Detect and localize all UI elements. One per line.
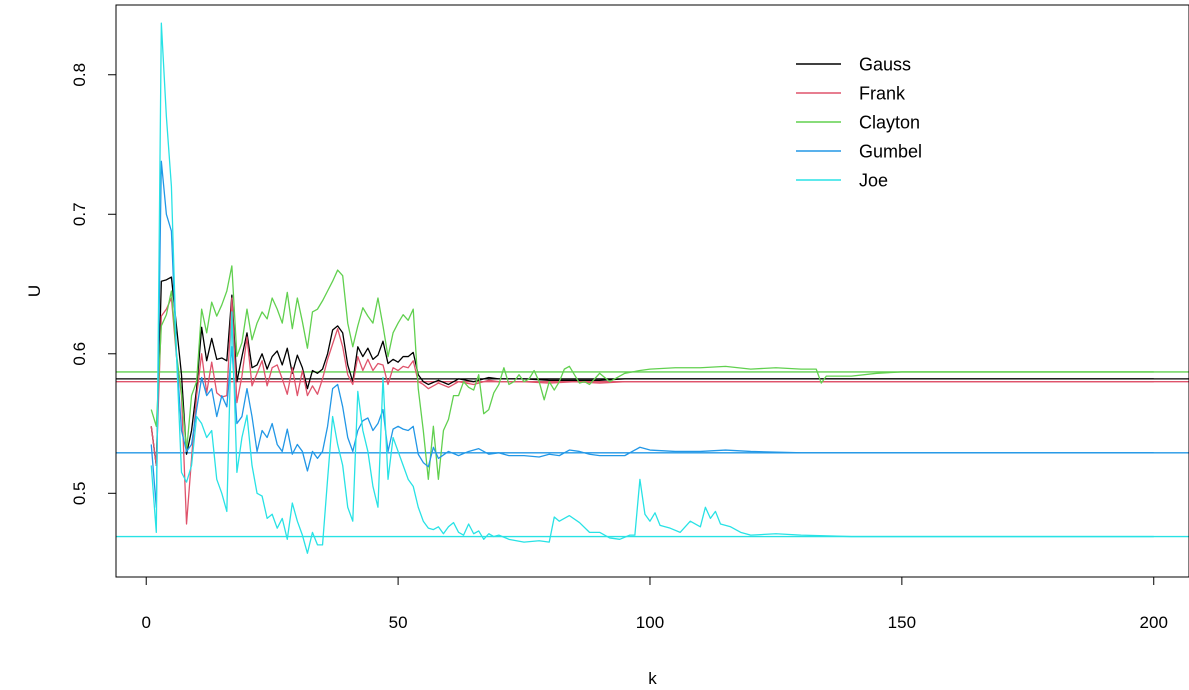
x-tick-label: 150: [888, 613, 916, 632]
series-line-joe: [150, 22, 1154, 554]
y-tick-label: 0.8: [70, 63, 89, 87]
x-tick-label: 50: [389, 613, 408, 632]
series-line-clayton: [150, 265, 1154, 480]
x-axis: 0 50 100 150 200: [141, 576, 1168, 632]
x-tick-label: 100: [636, 613, 664, 632]
x-tick-label: 0: [141, 613, 150, 632]
series-line-frank: [150, 297, 1154, 525]
legend-label-gumbel: Gumbel: [859, 141, 922, 161]
series-line-gumbel: [150, 160, 1154, 508]
y-axis: 0.5 0.6 0.7 0.8: [70, 63, 117, 505]
series-lines: [150, 22, 1154, 554]
legend-label-gauss: Gauss: [859, 54, 911, 74]
legend-label-frank: Frank: [859, 83, 906, 103]
y-axis-label: U: [25, 285, 44, 297]
legend: Gauss Frank Clayton Gumbel Joe: [796, 54, 922, 190]
x-tick-label: 200: [1140, 613, 1168, 632]
legend-label-joe: Joe: [859, 170, 888, 190]
y-tick-label: 0.5: [70, 481, 89, 505]
y-tick-label: 0.6: [70, 342, 89, 366]
x-axis-label: k: [648, 669, 657, 688]
legend-label-clayton: Clayton: [859, 112, 920, 132]
y-tick-label: 0.7: [70, 202, 89, 226]
